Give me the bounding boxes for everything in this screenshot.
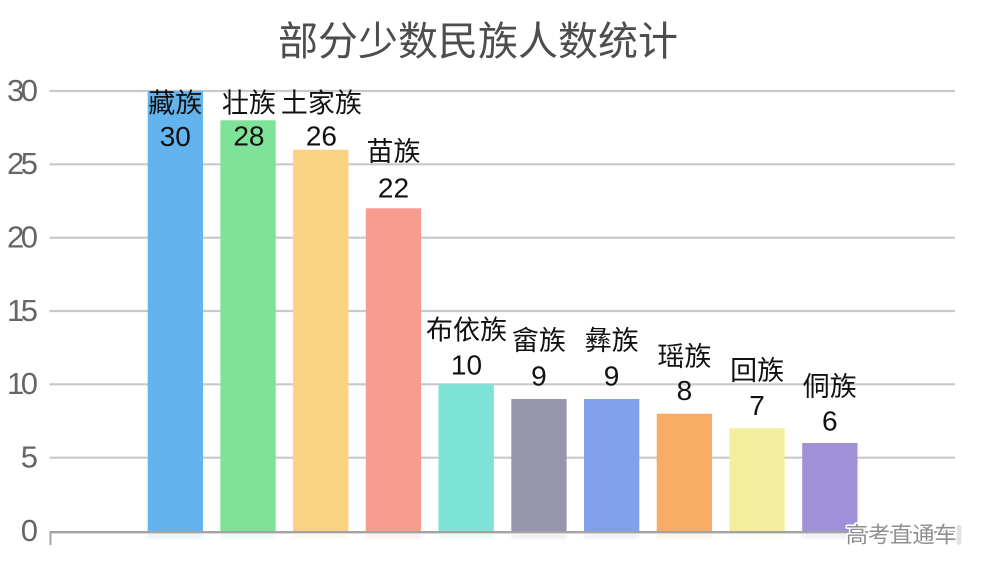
svg-text:畲族: 畲族: [512, 326, 566, 356]
svg-text:侗族: 侗族: [803, 372, 857, 402]
svg-text:土家族: 土家族: [281, 88, 362, 118]
svg-text:6: 6: [822, 406, 838, 437]
svg-text:苗族: 苗族: [367, 137, 421, 167]
svg-text:壮族: 壮族: [222, 88, 276, 118]
svg-text:20: 20: [7, 220, 38, 255]
svg-text:15: 15: [7, 293, 38, 328]
svg-text:7: 7: [749, 390, 765, 421]
svg-text:彝族: 彝族: [585, 326, 639, 356]
svg-text:25: 25: [7, 146, 38, 181]
svg-text:高考直通车: 高考直通车: [846, 523, 957, 548]
svg-text:9: 9: [604, 361, 620, 392]
svg-text:10: 10: [7, 366, 38, 401]
svg-text:30: 30: [7, 73, 38, 108]
svg-text:瑶族: 瑶族: [657, 342, 711, 372]
svg-text:藏族: 藏族: [148, 88, 202, 118]
svg-text:8: 8: [677, 375, 693, 406]
svg-text:5: 5: [21, 440, 38, 475]
svg-text:0: 0: [21, 513, 38, 548]
svg-text:30: 30: [160, 121, 191, 152]
svg-text:部分少数民族人数统计: 部分少数民族人数统计: [278, 20, 678, 64]
svg-text:回族: 回族: [730, 356, 784, 386]
svg-text:10: 10: [451, 350, 482, 381]
svg-text:26: 26: [306, 120, 337, 151]
svg-text:9: 9: [531, 361, 547, 392]
svg-text:22: 22: [378, 172, 409, 203]
svg-text:布依族: 布依族: [426, 315, 507, 345]
svg-text:28: 28: [233, 120, 264, 151]
